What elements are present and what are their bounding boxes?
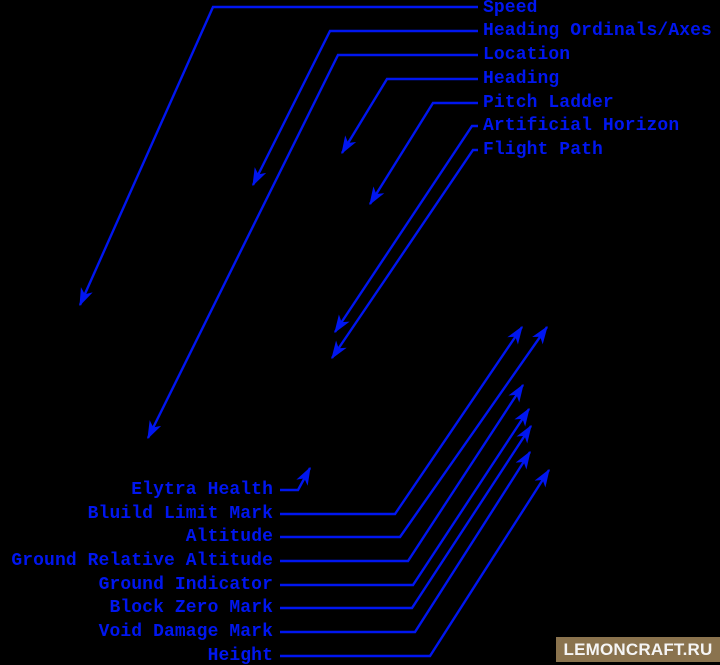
label-void-damage-mark: Void Damage Mark — [98, 622, 273, 642]
connector-location — [146, 53, 478, 440]
label-heading-ordinals: Heading Ordinals/Axes — [483, 21, 712, 41]
label-heading: Heading — [483, 69, 560, 89]
label-block-zero-mark: Block Zero Mark — [109, 598, 273, 618]
connector-elytra-health — [280, 466, 312, 492]
connector-artificial-horizon — [334, 124, 478, 334]
lemoncraft-watermark-text: LEMONCRAFT.RU — [563, 639, 713, 659]
label-artificial-horizon: Artificial Horizon — [483, 116, 680, 136]
label-build-limit-mark: Bluild Limit Mark — [87, 504, 273, 524]
connector-height — [280, 468, 551, 658]
label-ground-indicator: Ground Indicator — [98, 575, 273, 595]
label-ground-relative-altitude: Ground Relative Altitude — [11, 551, 273, 571]
lemoncraft-watermark: LEMONCRAFT.RU — [556, 637, 720, 662]
connector-void-damage-mark — [280, 450, 532, 634]
label-elytra-health: Elytra Health — [131, 480, 273, 500]
connector-build-limit-mark — [280, 325, 523, 516]
label-altitude: Altitude — [185, 527, 273, 547]
connector-block-zero-mark — [280, 424, 533, 610]
label-speed: Speed — [483, 0, 538, 18]
connector-heading-ordinals — [251, 29, 478, 187]
label-flight-path: Flight Path — [483, 140, 603, 160]
connector-ground-relative-altitude — [280, 383, 525, 563]
connector-altitude — [280, 325, 548, 539]
connector-ground-indicator — [280, 407, 531, 587]
label-location: Location — [483, 45, 571, 65]
connector-speed — [78, 5, 478, 307]
label-height: Height — [207, 646, 273, 665]
connector-heading — [340, 77, 478, 155]
label-pitch-ladder: Pitch Ladder — [483, 93, 614, 113]
connector-pitch-ladder — [368, 101, 478, 206]
connector-flight-path — [331, 148, 478, 360]
